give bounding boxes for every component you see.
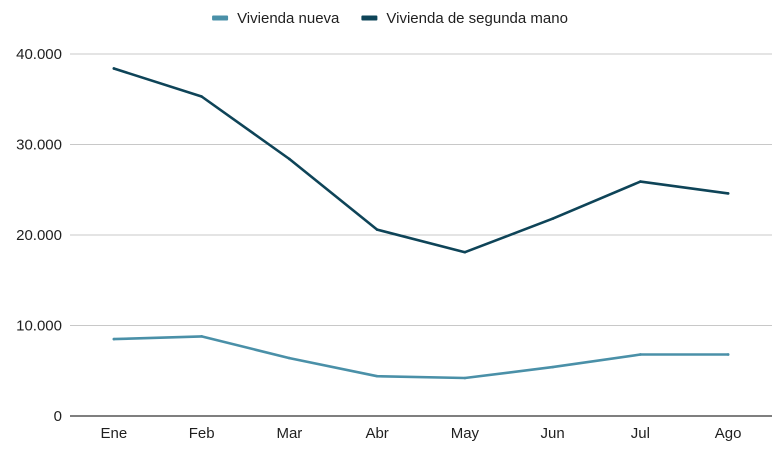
x-tick-label: Ene — [101, 425, 128, 442]
legend: Vivienda nueva Vivienda de segunda mano — [212, 10, 568, 27]
x-tick-label: Jul — [631, 425, 650, 442]
data-point — [726, 353, 730, 356]
y-tick-label: 40.000 — [16, 46, 62, 63]
series-lines — [112, 67, 730, 380]
data-point — [639, 353, 642, 356]
data-point — [112, 337, 116, 341]
data-point — [288, 157, 291, 161]
data-point — [639, 180, 642, 183]
x-tick-label: Abr — [365, 425, 388, 442]
gridlines — [70, 53, 772, 326]
x-tick-label: Mar — [276, 425, 302, 442]
data-point — [375, 228, 379, 231]
data-point — [551, 365, 554, 369]
data-point — [551, 217, 554, 221]
legend-swatch — [361, 15, 378, 21]
series-line-vivienda-nueva — [112, 335, 730, 380]
x-tick-label: Feb — [189, 425, 215, 442]
x-axis: Ene Feb Mar Abr May Jun Jul Ago — [70, 415, 772, 442]
legend-swatch — [212, 15, 229, 21]
data-point — [112, 67, 116, 70]
x-tick-label: Ago — [715, 425, 742, 442]
data-point — [463, 376, 467, 380]
data-point — [288, 356, 291, 360]
y-tick-label: 20.000 — [16, 227, 62, 244]
y-tick-label: 30.000 — [16, 137, 62, 154]
legend-label: Vivienda nueva — [237, 10, 340, 27]
data-point — [726, 192, 730, 195]
legend-label: Vivienda de segunda mano — [386, 10, 568, 27]
data-point — [463, 250, 467, 254]
data-point — [200, 95, 203, 98]
data-point — [375, 374, 379, 378]
x-tick-label: May — [451, 425, 480, 442]
data-point — [200, 335, 203, 338]
y-tick-label: 10.000 — [16, 318, 62, 335]
y-axis: 0 10.000 20.000 30.000 40.000 — [16, 46, 62, 425]
x-tick-label: Jun — [541, 425, 565, 442]
series-line-vivienda-de-segunda-mano — [112, 67, 730, 254]
y-tick-label: 0 — [54, 408, 62, 425]
